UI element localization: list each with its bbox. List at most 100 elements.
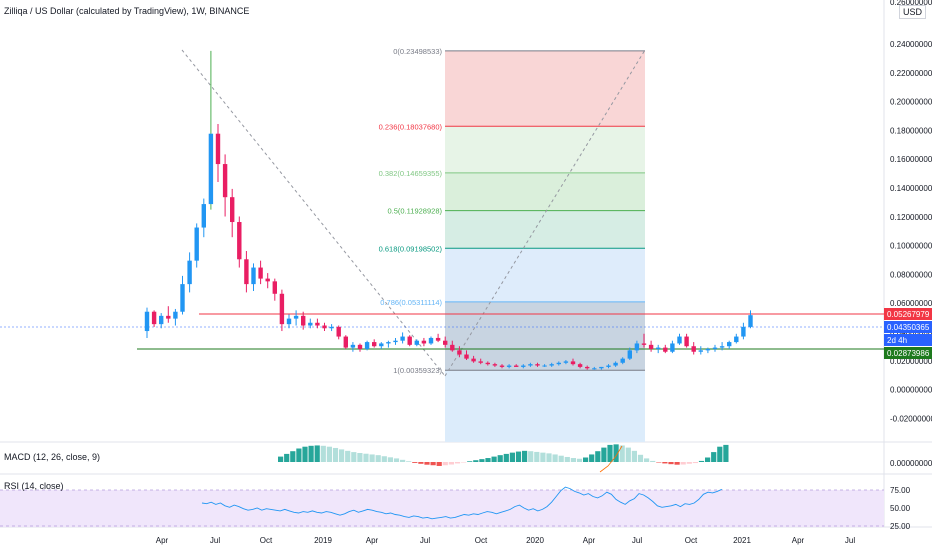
macd-bar bbox=[522, 450, 528, 462]
candle-body bbox=[407, 336, 412, 345]
candle-body bbox=[166, 315, 171, 319]
macd-bar bbox=[570, 458, 576, 462]
macd-bar bbox=[497, 455, 503, 462]
candle-body bbox=[364, 342, 370, 349]
macd-bar bbox=[332, 447, 339, 462]
macd-bar bbox=[631, 450, 637, 462]
candle-body bbox=[734, 336, 739, 343]
macd-bar bbox=[656, 462, 662, 463]
currency-button[interactable]: USD bbox=[898, 5, 926, 19]
time-tick-label: 2020 bbox=[526, 536, 544, 545]
price-tick-label: 0.22000000 bbox=[890, 69, 932, 78]
candle-body bbox=[627, 350, 632, 359]
candle-body bbox=[201, 204, 206, 228]
price-tick-label: 0.00000000 bbox=[890, 386, 932, 395]
fib-level-label: 0.5(0.11928928) bbox=[388, 207, 443, 216]
candle-body bbox=[577, 364, 583, 367]
candle-body bbox=[350, 344, 356, 348]
price-label-box bbox=[884, 308, 932, 320]
macd-bar bbox=[357, 453, 363, 462]
candle-body bbox=[691, 346, 696, 352]
macd-axis-label: 0.00000000 bbox=[890, 459, 932, 468]
macd-bar bbox=[601, 447, 607, 462]
macd-bar bbox=[668, 462, 674, 465]
candle-body bbox=[492, 364, 498, 366]
candle-body bbox=[727, 342, 732, 347]
candle-body bbox=[485, 362, 490, 365]
macd-bar bbox=[644, 458, 650, 462]
macd-bar bbox=[564, 456, 570, 462]
macd-bar bbox=[674, 462, 680, 465]
macd-signal-line bbox=[599, 445, 623, 473]
macd-bar bbox=[491, 456, 497, 462]
price-tick-label: 0.02000000 bbox=[890, 357, 932, 366]
macd-bar bbox=[479, 459, 485, 462]
candle-body bbox=[698, 350, 703, 352]
candle-body bbox=[329, 326, 334, 329]
candle-body bbox=[528, 364, 533, 366]
price-tick-label: 0.06000000 bbox=[890, 299, 932, 308]
fib-zone bbox=[445, 50, 645, 127]
price-tick-label: 0.26000000 bbox=[890, 0, 932, 7]
macd-bar bbox=[650, 460, 656, 462]
macd-bar bbox=[686, 462, 692, 464]
price-tick-label: -0.02000000 bbox=[890, 414, 932, 423]
candle-body bbox=[230, 197, 235, 223]
candle-body bbox=[372, 342, 377, 347]
candle-body bbox=[343, 336, 348, 348]
time-tick-label: Oct bbox=[260, 536, 273, 545]
candle-body bbox=[748, 315, 753, 327]
rsi-label: RSI (14, close) bbox=[4, 481, 64, 491]
macd-bar bbox=[320, 445, 326, 462]
rsi-tick-label: 75.00 bbox=[890, 486, 911, 495]
macd-bar bbox=[595, 451, 601, 462]
candle-body bbox=[435, 337, 441, 341]
macd-bar bbox=[509, 452, 515, 462]
time-tick-label: Apr bbox=[792, 536, 805, 545]
time-tick-label: 2019 bbox=[314, 536, 332, 545]
candle-body bbox=[719, 346, 725, 348]
candle-body bbox=[173, 311, 178, 319]
chart-title: Zilliqa / US Dollar (calculated by Tradi… bbox=[4, 6, 250, 16]
candle-body bbox=[244, 259, 249, 285]
macd-bar bbox=[418, 462, 424, 464]
trendline-down bbox=[181, 49, 446, 377]
price-tick-label: 0.10000000 bbox=[890, 242, 932, 251]
macd-bar bbox=[503, 453, 509, 462]
candle-body bbox=[279, 293, 285, 325]
candle-body bbox=[457, 350, 462, 355]
time-tick-label: Apr bbox=[583, 536, 596, 545]
candle-body bbox=[286, 318, 292, 325]
time-tick-label: Jul bbox=[632, 536, 642, 545]
candle-body bbox=[301, 315, 306, 326]
macd-bar bbox=[412, 462, 418, 463]
macd-bar bbox=[485, 458, 491, 462]
macd-bar bbox=[442, 462, 448, 466]
price-tick-label: 0.24000000 bbox=[890, 40, 932, 49]
candle-body bbox=[251, 267, 256, 285]
candle-body bbox=[237, 222, 242, 260]
macd-bar bbox=[692, 462, 698, 464]
candle-body bbox=[293, 315, 299, 319]
candle-body bbox=[648, 344, 654, 349]
macd-bar bbox=[387, 457, 393, 462]
price-label-text: 2d 4h bbox=[887, 336, 907, 345]
candle-body bbox=[357, 344, 363, 349]
candle-body bbox=[215, 133, 221, 165]
candle-body bbox=[414, 340, 419, 345]
candle-body bbox=[308, 322, 313, 326]
macd-bar bbox=[424, 462, 430, 465]
candle-body bbox=[506, 365, 512, 367]
candle-body bbox=[620, 358, 625, 363]
fib-level-label: 0.382(0.14659355) bbox=[379, 169, 443, 178]
rsi-tick-label: 50.00 bbox=[890, 504, 911, 513]
candle-body bbox=[336, 326, 341, 337]
macd-bar bbox=[448, 462, 454, 465]
macd-bar bbox=[607, 444, 613, 462]
macd-bar bbox=[680, 462, 686, 465]
candle-body bbox=[585, 366, 590, 369]
macd-bar bbox=[583, 457, 589, 462]
macd-bar bbox=[430, 462, 436, 466]
candle-body bbox=[180, 284, 185, 312]
